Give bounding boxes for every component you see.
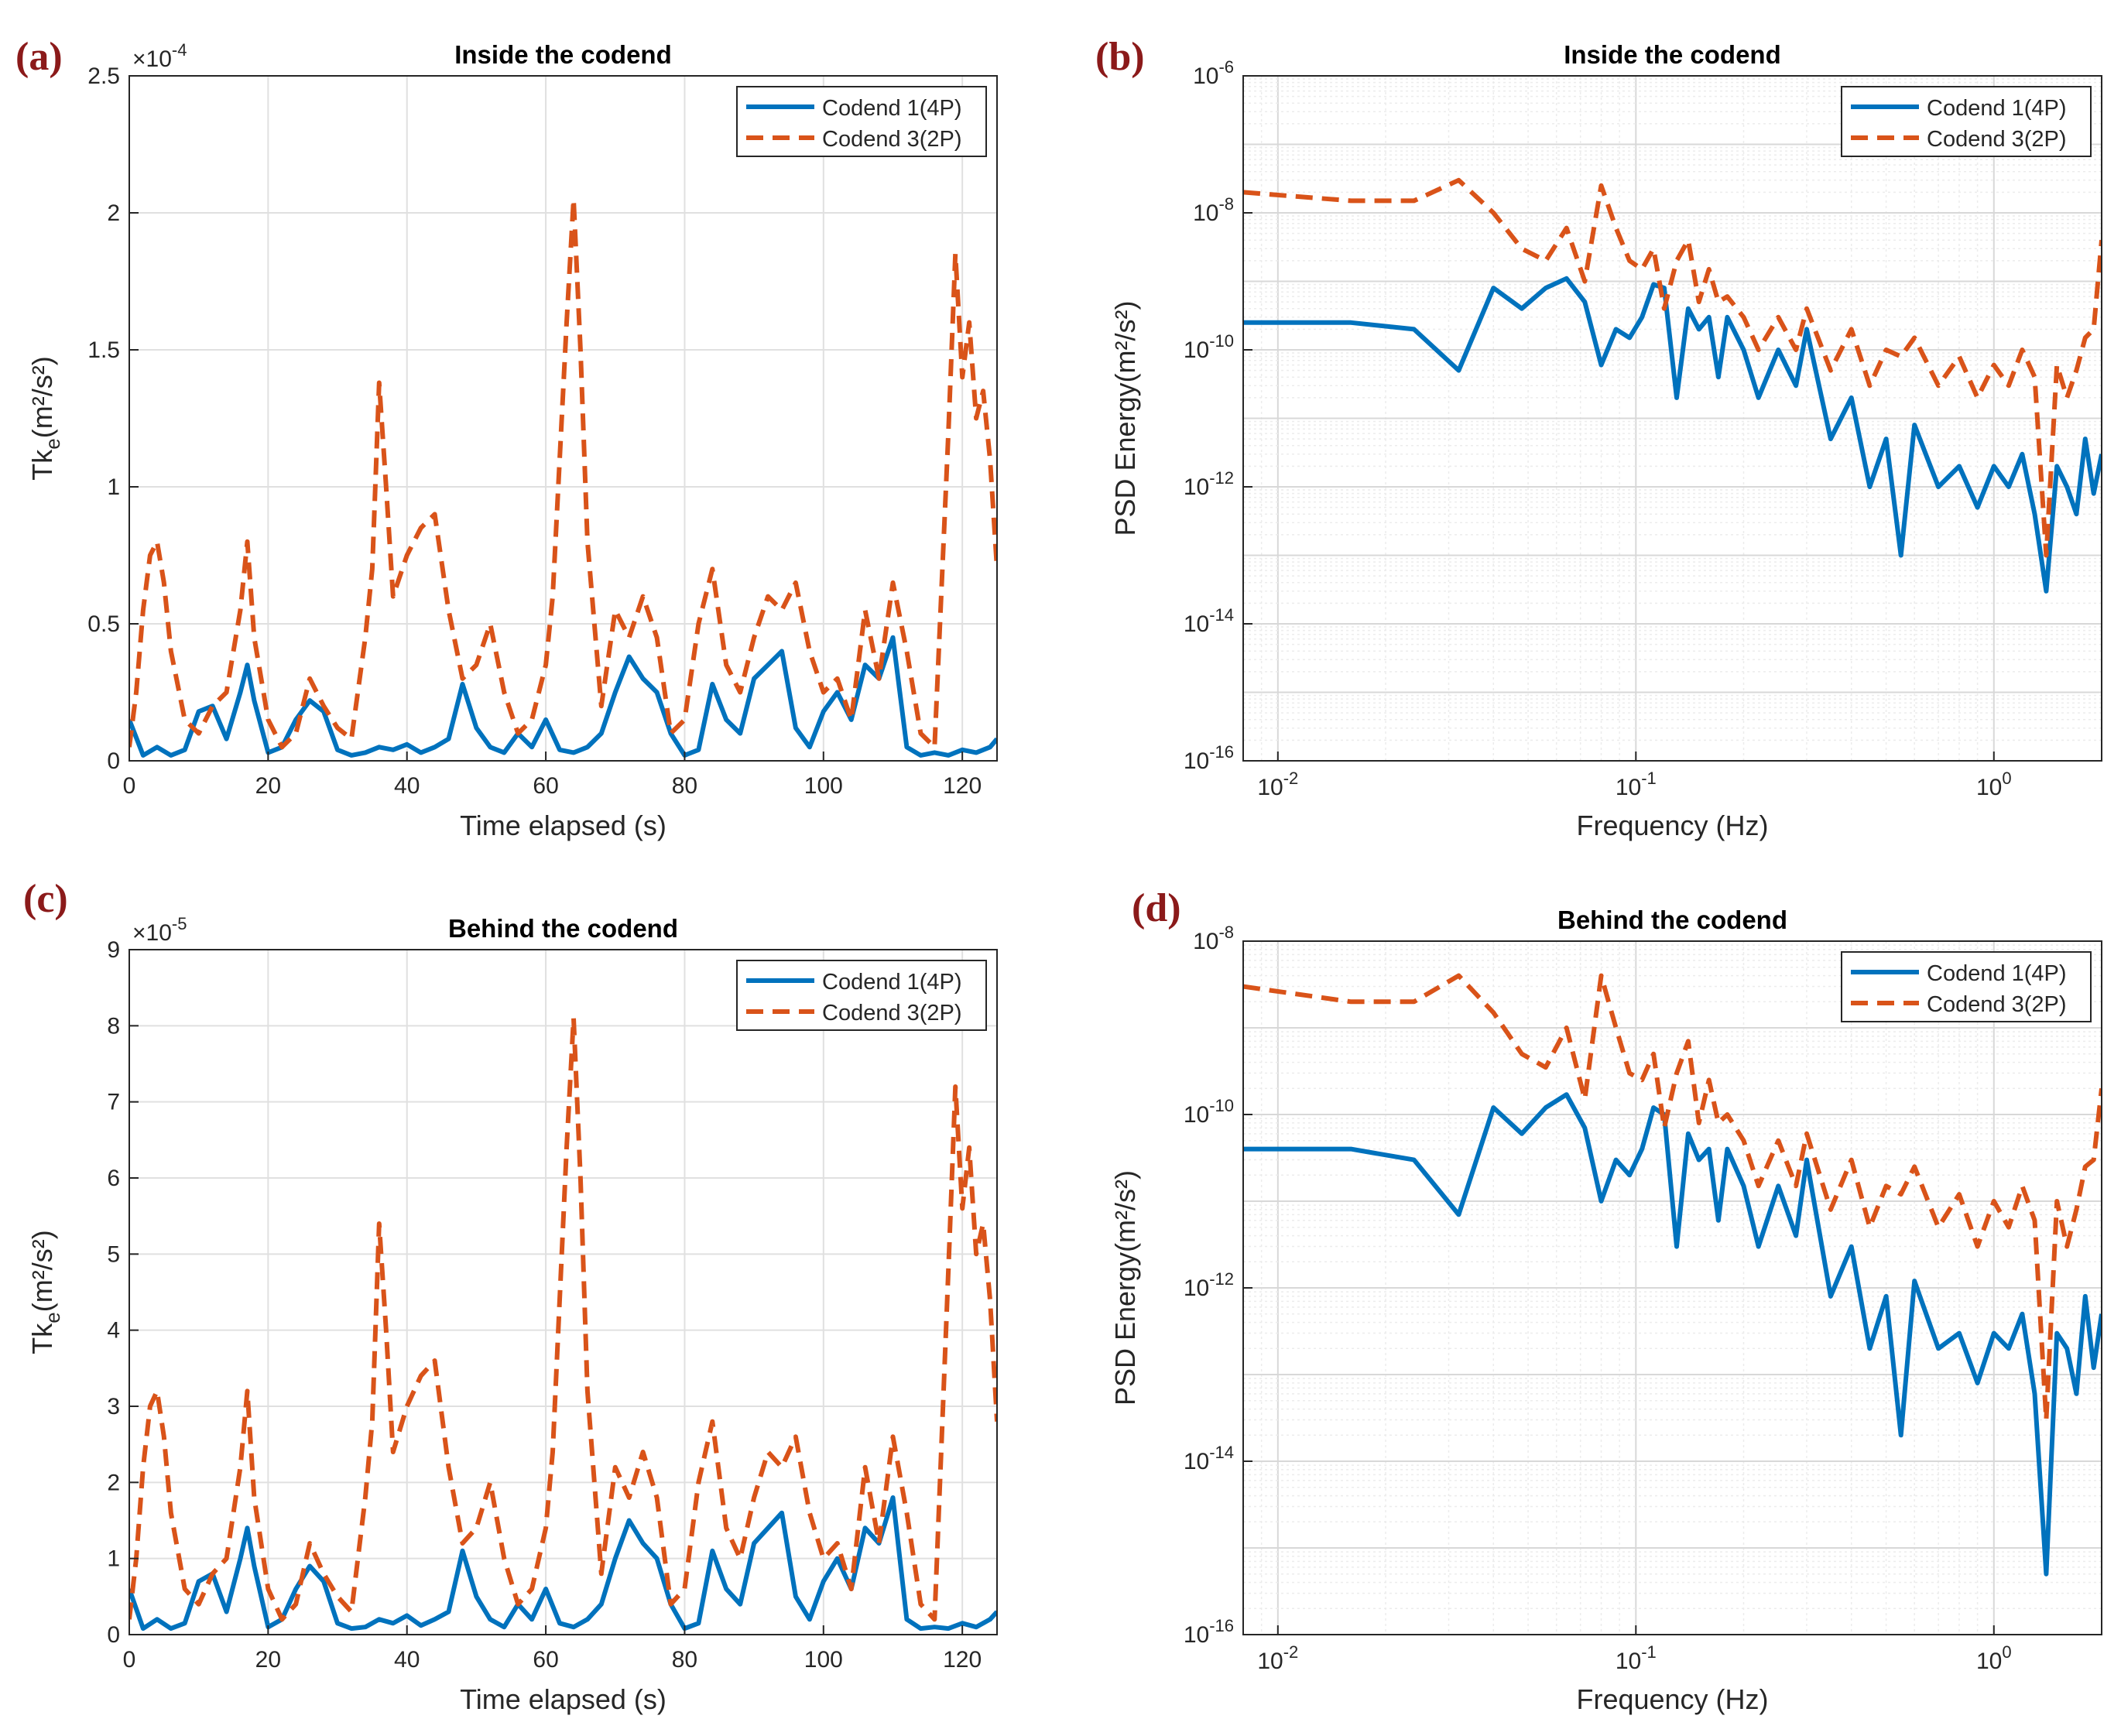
- legend-label-codend-1: Codend 1(4P): [822, 970, 962, 995]
- panel-title: Inside the codend: [1564, 40, 1781, 69]
- x-tick-label: 10-1: [1616, 769, 1657, 800]
- y-tick-label: 5: [107, 1241, 120, 1267]
- legend-box: [736, 86, 987, 157]
- panel-title: Behind the codend: [1557, 906, 1787, 934]
- y-axis-label: PSD Energy(m²/s²): [1109, 1170, 1141, 1406]
- legend-box: [1841, 951, 2092, 1022]
- y-tick-label: 10-8: [1193, 194, 1234, 226]
- x-tick-label: 120: [943, 773, 982, 799]
- series-line-codend-3: [1243, 973, 2102, 1423]
- axes-box: [1242, 75, 2102, 762]
- x-tick-label: 0: [123, 773, 136, 799]
- panel-c: 0 20 40 60 80 100 120 0 1 2 3 4 5 6 7 8 9 ×10-5 Behind the…: [23, 877, 998, 1715]
- x-tick-label: 100: [804, 1647, 843, 1673]
- y-tick-label: 10-12: [1184, 1269, 1234, 1301]
- y-tick-label: 0: [107, 1622, 120, 1648]
- x-tick-label: 80: [672, 1647, 697, 1673]
- series-line-codend-1: [1243, 1092, 2102, 1577]
- series-line-codend-1: [1243, 276, 2102, 594]
- y-tick-label: 6: [107, 1166, 120, 1191]
- axes-box: [128, 75, 998, 762]
- y-tick-label: 10-6: [1193, 57, 1234, 89]
- x-axis-label: Time elapsed (s): [460, 1683, 666, 1715]
- y-tick-label: 4: [107, 1318, 120, 1344]
- legend-box: [1841, 86, 2092, 157]
- y-exponent-label: ×10-4: [132, 40, 187, 72]
- x-tick-label: 60: [533, 773, 558, 799]
- panel-label: (b): [1095, 35, 1145, 79]
- y-tick-label: 2: [107, 1470, 120, 1495]
- panel-b: 10-2 10-1 100 10-16 10-14 10-12 10-10 10-8 10-6 I…: [1095, 35, 2102, 841]
- y-tick-label: 0.5: [87, 611, 120, 637]
- y-tick-label: 10-14: [1184, 1443, 1234, 1474]
- y-tick-label: 1.5: [87, 337, 120, 363]
- x-tick-label: 10-2: [1257, 769, 1298, 800]
- x-tick-label: 20: [255, 1647, 281, 1673]
- legend-box: [736, 960, 987, 1031]
- legend-label-codend-3: Codend 3(2P): [1927, 992, 2067, 1017]
- y-tick-label: 8: [107, 1013, 120, 1039]
- series-line-codend-3: [1243, 177, 2102, 558]
- legend-label-codend-3: Codend 3(2P): [1927, 127, 2067, 152]
- y-tick-label: 10-14: [1184, 605, 1234, 637]
- y-tick-label: 2.5: [87, 63, 120, 89]
- x-axis-label: Time elapsed (s): [460, 810, 666, 841]
- plot-area: [129, 950, 997, 1635]
- x-tick-label: 80: [672, 773, 697, 799]
- x-tick-label: 40: [394, 773, 420, 799]
- x-tick-label: 100: [1976, 1642, 2012, 1674]
- y-tick-label: 1: [107, 1546, 120, 1572]
- y-axis-label: Tke(m²/s²): [26, 356, 64, 480]
- y-axis-label: PSD Energy(m²/s²): [1109, 300, 1141, 536]
- x-tick-label: 40: [394, 1647, 420, 1673]
- legend-label-codend-3: Codend 3(2P): [822, 1001, 962, 1026]
- series-line-codend-3: [129, 1015, 997, 1622]
- panel-title: Behind the codend: [448, 914, 678, 943]
- legend-label-codend-1: Codend 1(4P): [1927, 96, 2067, 121]
- y-tick-label: 3: [107, 1394, 120, 1419]
- x-tick-label: 0: [123, 1647, 136, 1673]
- y-tick-label: 2: [107, 200, 120, 226]
- y-axis-label: Tke(m²/s²): [26, 1230, 64, 1354]
- y-tick-label: 10-10: [1184, 331, 1234, 363]
- series-line-codend-3: [129, 197, 997, 750]
- panel-label: (a): [15, 35, 63, 79]
- x-tick-label: 120: [943, 1647, 982, 1673]
- y-tick-label: 1: [107, 474, 120, 500]
- x-tick-label: 20: [255, 773, 281, 799]
- y-tick-label: 10-16: [1184, 1616, 1234, 1648]
- legend-label-codend-1: Codend 1(4P): [1927, 961, 2067, 986]
- panel-title: Inside the codend: [454, 40, 672, 69]
- panel-label: (c): [23, 877, 68, 921]
- x-tick-label: 60: [533, 1647, 558, 1673]
- legend-label-codend-3: Codend 3(2P): [822, 127, 962, 152]
- y-tick-label: 10-12: [1184, 468, 1234, 500]
- legend-label-codend-1: Codend 1(4P): [822, 96, 962, 121]
- y-tick-label: 7: [107, 1090, 120, 1115]
- x-tick-label: 100: [1976, 769, 2012, 800]
- y-tick-label: 10-16: [1184, 742, 1234, 774]
- panel-d: 10-2 10-1 100 10-16 10-14 10-12 10-10 10-8 Behin…: [1109, 886, 2102, 1715]
- y-tick-label: 0: [107, 748, 120, 774]
- y-tick-label: 10-8: [1193, 923, 1234, 954]
- panel-label: (d): [1132, 886, 1181, 930]
- x-tick-label: 100: [804, 773, 843, 799]
- y-exponent-label: ×10-5: [132, 914, 187, 946]
- x-axis-label: Frequency (Hz): [1576, 1683, 1768, 1715]
- x-tick-label: 10-2: [1257, 1642, 1298, 1674]
- panel-a: 0 20 40 60 80 100 120 0 0.5 1 1.5 2 2.5 ×10-4 Inside t…: [15, 35, 998, 841]
- axes-box: [128, 949, 998, 1635]
- x-tick-label: 10-1: [1616, 1642, 1657, 1674]
- x-axis-label: Frequency (Hz): [1576, 810, 1768, 841]
- y-tick-label: 9: [107, 937, 120, 963]
- y-tick-label: 10-10: [1184, 1096, 1234, 1128]
